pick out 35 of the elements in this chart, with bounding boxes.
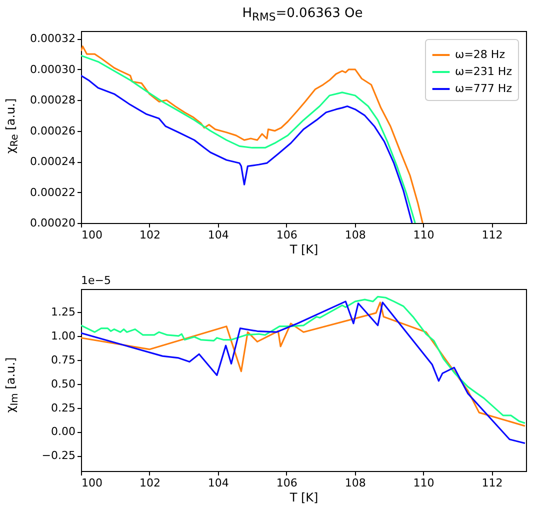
x-tick-label: 100 (82, 476, 102, 490)
x-axis-title: T [K] (288, 490, 318, 504)
x-tick-label: 112 (482, 476, 503, 490)
y-tick-label: 0.00020 (30, 216, 76, 230)
y-tick-label: 0.25 (51, 401, 76, 414)
x-tick-label: 108 (344, 476, 366, 490)
y-tick-label: 0.00022 (30, 186, 76, 199)
x-tick-label: 106 (276, 476, 298, 490)
y-tick-label: 0.00 (51, 425, 76, 438)
x-tick-label: 110 (413, 476, 434, 490)
legend-label: ω=231 Hz (455, 65, 512, 78)
x-tick-label: 104 (208, 476, 229, 490)
x-tick-label: 106 (276, 228, 298, 242)
y-tick-label: 0.75 (51, 353, 76, 366)
x-tick-label: 104 (208, 228, 229, 242)
y-tick-label: 0.00030 (30, 62, 76, 76)
legend-label: ω=777 Hz (455, 82, 512, 95)
x-tick-label: 100 (82, 228, 102, 242)
chart-title: H$_{RMS}$=0.06363 Oe (242, 6, 363, 24)
x-tick-label: 108 (344, 228, 366, 242)
y-tick-label: 1.25 (51, 305, 76, 318)
y-tick-label: 0.50 (51, 377, 76, 390)
x-tick-label: 102 (139, 476, 160, 490)
text: 1e−5 (81, 274, 111, 287)
y-tick-label: −0.25 (42, 449, 76, 462)
x-tick-label: 102 (139, 228, 160, 242)
y-tick-label: 0.00024 (30, 155, 76, 168)
y-tick-label: 0.00032 (30, 32, 76, 46)
x-axis-title: T [K] (288, 242, 318, 256)
x-tick-label: 112 (482, 228, 503, 242)
y-tick-label: 0.00028 (30, 94, 76, 107)
x-tick-label: 110 (413, 228, 434, 242)
legend-label: ω=28 Hz (455, 48, 506, 61)
y-tick-label: 1.00 (51, 329, 76, 342)
y-tick-label: 0.00026 (30, 124, 76, 138)
